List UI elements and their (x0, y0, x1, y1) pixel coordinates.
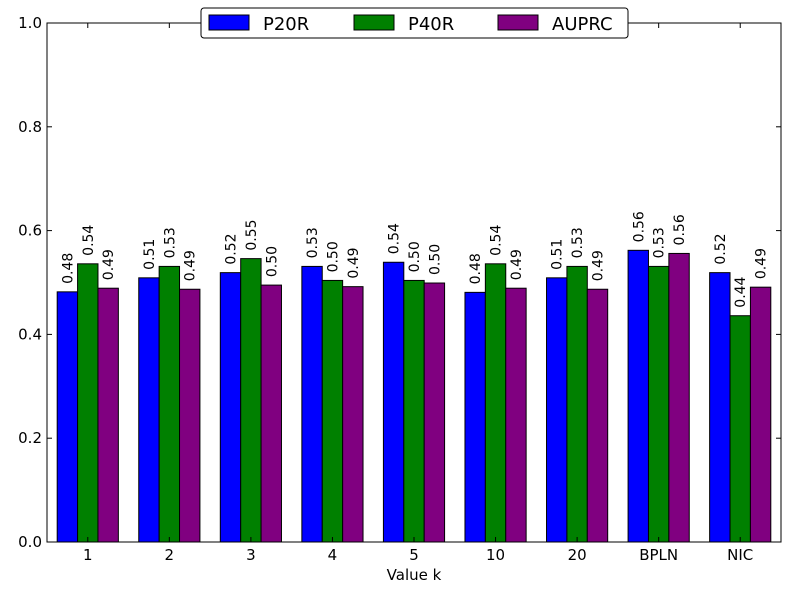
bar-p20r-10 (464, 291, 486, 543)
bar-auprc-10 (505, 287, 527, 543)
data-label-auprc-10: 0.49 (509, 249, 525, 280)
data-label-p20r-3: 0.52 (224, 233, 240, 264)
legend-swatch-auprc (497, 14, 539, 31)
data-label-p20r-1: 0.48 (60, 253, 76, 284)
bar-p20r-5 (382, 261, 405, 543)
bar-p40r-bpln (647, 265, 670, 543)
x-tick-label: 5 (409, 546, 419, 564)
y-tick-label: 0.0 (18, 533, 42, 551)
bar-p20r-nic (709, 272, 731, 543)
data-label-p40r-1: 0.54 (81, 225, 97, 256)
bar-p40r-5 (403, 279, 425, 543)
bar-auprc-2 (179, 288, 201, 543)
data-label-auprc-3: 0.50 (264, 246, 280, 277)
y-tick-label: 0.6 (18, 222, 42, 240)
y-tick-label: 0.8 (18, 118, 42, 136)
y-tick-label: 0.4 (18, 325, 42, 343)
x-tick-label: 20 (568, 546, 587, 564)
data-label-p40r-5: 0.50 (407, 241, 423, 272)
x-tick-label: BPLN (639, 546, 678, 564)
bar-p20r-1 (56, 291, 79, 543)
legend-swatch-p40r (353, 14, 395, 31)
data-label-p40r-nic: 0.44 (733, 276, 749, 307)
data-label-auprc-nic: 0.49 (754, 248, 770, 279)
bar-p20r-bpln (627, 249, 649, 543)
data-label-p40r-3: 0.55 (244, 219, 260, 250)
legend-label-p20r: P20R (263, 14, 309, 35)
bar-p40r-2 (158, 265, 181, 543)
bars-layer (56, 249, 772, 543)
legend-swatch-p20r (208, 14, 250, 31)
bar-auprc-20 (586, 288, 609, 543)
data-label-auprc-5: 0.50 (427, 244, 443, 275)
x-tick-label: 4 (328, 546, 338, 564)
x-tick-label: 10 (486, 546, 505, 564)
data-label-auprc-2: 0.49 (183, 250, 199, 281)
legend-label-auprc: AUPRC (552, 14, 613, 35)
data-label-p40r-4: 0.50 (325, 241, 341, 272)
legend: P20R P40R AUPRC (200, 7, 629, 39)
bar-p20r-3 (219, 272, 242, 543)
bar-auprc-4 (342, 286, 364, 543)
data-label-p20r-bpln: 0.56 (631, 211, 647, 242)
data-label-p20r-20: 0.51 (550, 239, 566, 270)
data-label-p40r-20: 0.53 (570, 227, 586, 258)
data-label-auprc-1: 0.49 (101, 249, 117, 280)
bar-auprc-3 (260, 284, 282, 543)
x-tick-label: 3 (246, 546, 256, 564)
x-tick-label: NIC (727, 546, 753, 564)
bar-auprc-bpln (668, 252, 690, 543)
data-label-auprc-20: 0.49 (591, 250, 607, 281)
bar-auprc-1 (97, 287, 119, 543)
bar-p20r-2 (138, 277, 160, 543)
bar-auprc-nic (749, 286, 772, 543)
bar-auprc-5 (423, 282, 446, 543)
y-tick-label: 0.2 (18, 429, 42, 447)
y-axis: 0.0 0.2 0.4 0.6 0.8 1.0 (18, 14, 781, 551)
data-label-p40r-bpln: 0.53 (652, 227, 668, 258)
data-label-auprc-bpln: 0.56 (672, 214, 688, 245)
data-label-p20r-10: 0.48 (468, 253, 484, 284)
y-tick-label: 1.0 (18, 14, 42, 32)
x-axis-label: Value k (387, 566, 442, 584)
x-tick-label: 2 (165, 546, 175, 564)
x-tick-label: 1 (83, 546, 93, 564)
data-label-p20r-4: 0.53 (305, 227, 321, 258)
data-label-p40r-2: 0.53 (162, 227, 178, 258)
bar-p40r-1 (77, 263, 99, 543)
bar-p40r-4 (321, 279, 344, 543)
data-label-p40r-10: 0.54 (489, 225, 505, 256)
data-label-auprc-4: 0.49 (346, 247, 362, 278)
data-labels-layer: 0.480.540.49 0.51 0.530.490.52 0.550.500.53… (60, 211, 769, 308)
bar-p40r-10 (484, 263, 507, 543)
data-label-p20r-5: 0.54 (387, 223, 403, 254)
data-label-p20r-2: 0.51 (142, 239, 158, 270)
data-label-p20r-nic: 0.52 (713, 233, 729, 264)
bar-p40r-3 (240, 258, 262, 543)
bar-p20r-20 (546, 277, 568, 543)
bar-p20r-4 (301, 265, 323, 543)
bar-p40r-20 (566, 265, 588, 543)
legend-label-p40r: P40R (408, 14, 454, 35)
bar-p40r-nic (729, 315, 751, 543)
